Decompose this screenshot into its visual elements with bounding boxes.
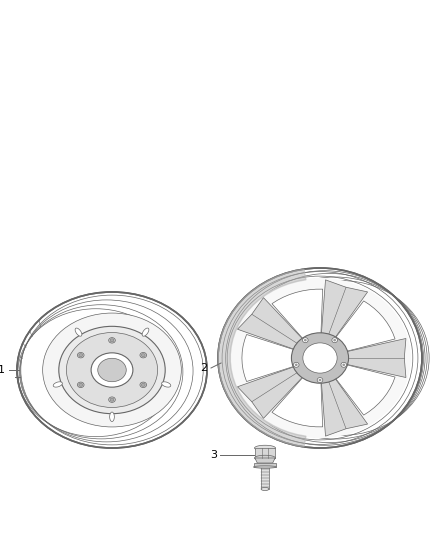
Ellipse shape xyxy=(53,382,62,387)
Ellipse shape xyxy=(291,333,349,383)
Ellipse shape xyxy=(254,466,276,468)
Ellipse shape xyxy=(141,353,145,357)
Ellipse shape xyxy=(78,352,84,358)
Text: 2: 2 xyxy=(200,363,207,373)
Ellipse shape xyxy=(343,364,345,366)
Polygon shape xyxy=(272,373,323,427)
Ellipse shape xyxy=(109,337,115,343)
Ellipse shape xyxy=(162,382,171,387)
Ellipse shape xyxy=(91,353,133,387)
Ellipse shape xyxy=(78,382,84,387)
Ellipse shape xyxy=(79,383,83,386)
Ellipse shape xyxy=(140,352,147,358)
Ellipse shape xyxy=(303,343,337,373)
Polygon shape xyxy=(321,280,367,348)
Ellipse shape xyxy=(67,333,158,407)
Ellipse shape xyxy=(79,353,83,357)
Polygon shape xyxy=(332,301,395,353)
Ellipse shape xyxy=(141,383,145,386)
Polygon shape xyxy=(237,362,311,418)
Ellipse shape xyxy=(295,364,298,366)
Polygon shape xyxy=(237,297,311,354)
Ellipse shape xyxy=(140,382,147,387)
Polygon shape xyxy=(334,338,406,377)
Ellipse shape xyxy=(303,338,308,343)
Polygon shape xyxy=(272,289,323,343)
Ellipse shape xyxy=(229,278,411,438)
Ellipse shape xyxy=(109,397,115,402)
Ellipse shape xyxy=(42,313,181,427)
Ellipse shape xyxy=(261,488,269,490)
Ellipse shape xyxy=(254,445,276,451)
Polygon shape xyxy=(254,463,276,467)
Ellipse shape xyxy=(318,379,321,381)
Ellipse shape xyxy=(293,362,299,367)
Ellipse shape xyxy=(341,362,346,367)
Ellipse shape xyxy=(142,328,149,336)
Polygon shape xyxy=(321,368,367,436)
Text: 3: 3 xyxy=(210,450,217,460)
Ellipse shape xyxy=(110,398,114,401)
Polygon shape xyxy=(255,448,275,458)
Ellipse shape xyxy=(332,338,338,343)
Text: 1: 1 xyxy=(0,365,5,375)
Ellipse shape xyxy=(304,339,307,342)
Ellipse shape xyxy=(17,292,207,448)
Ellipse shape xyxy=(59,326,165,414)
Polygon shape xyxy=(261,467,269,489)
Ellipse shape xyxy=(75,328,82,336)
Polygon shape xyxy=(255,458,275,463)
Polygon shape xyxy=(218,269,306,447)
Polygon shape xyxy=(242,335,300,382)
Polygon shape xyxy=(332,363,395,415)
Ellipse shape xyxy=(110,339,114,342)
Ellipse shape xyxy=(110,412,114,422)
Ellipse shape xyxy=(254,455,276,461)
Ellipse shape xyxy=(218,268,422,448)
Ellipse shape xyxy=(98,358,126,382)
Ellipse shape xyxy=(333,339,336,342)
Ellipse shape xyxy=(317,377,323,383)
